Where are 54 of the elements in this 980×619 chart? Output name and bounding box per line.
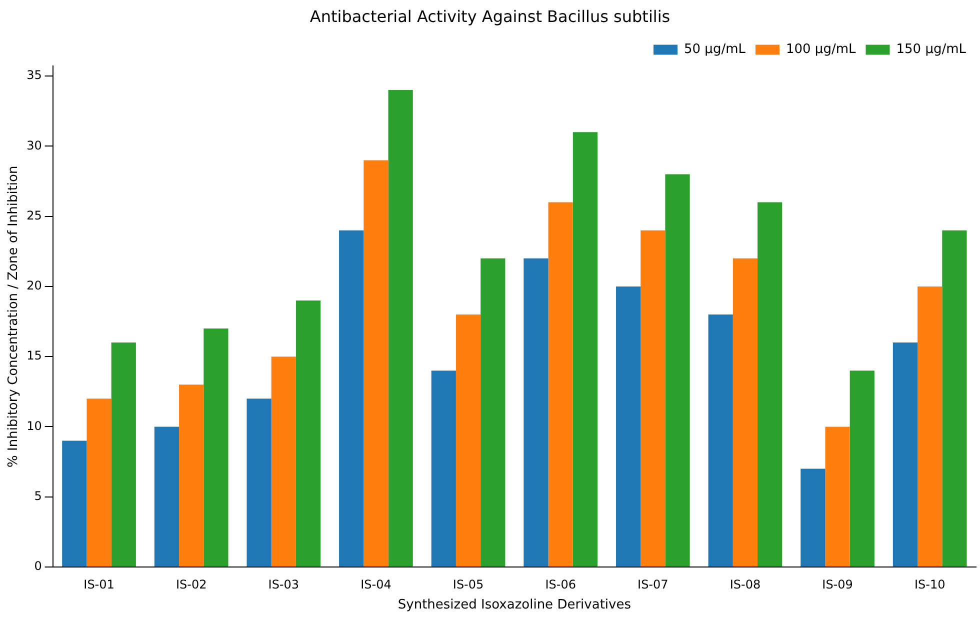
bar bbox=[86, 398, 112, 566]
bar bbox=[758, 202, 782, 566]
bar bbox=[616, 286, 641, 566]
bar bbox=[62, 440, 87, 566]
y-tick-label: 5 bbox=[34, 488, 42, 503]
x-tick-label: IS-09 bbox=[822, 577, 853, 592]
x-tick-label: IS-01 bbox=[84, 577, 114, 592]
bar bbox=[111, 342, 136, 566]
bar bbox=[271, 356, 296, 566]
y-axis-title: % Inhibitory Concentration / Zone of Inhibition bbox=[6, 166, 22, 468]
chart-title: Antibacterial Activity Against Bacillus subtilis bbox=[310, 6, 670, 26]
x-tick-label: IS-08 bbox=[730, 577, 761, 592]
y-tick-label: 15 bbox=[26, 348, 42, 363]
legend-label: 100 µg/mL bbox=[786, 42, 857, 58]
bar bbox=[431, 370, 456, 566]
bar bbox=[480, 258, 506, 566]
y-tick-label: 25 bbox=[26, 208, 42, 222]
bar bbox=[640, 230, 666, 566]
bar bbox=[942, 230, 967, 566]
bar bbox=[892, 342, 918, 566]
bar bbox=[388, 90, 413, 566]
bar bbox=[708, 314, 733, 566]
bar bbox=[456, 314, 481, 566]
bar bbox=[339, 230, 364, 566]
x-tick-label: IS-04 bbox=[360, 577, 392, 592]
bar bbox=[296, 300, 321, 566]
bar bbox=[246, 398, 272, 566]
legend-label: 150 µg/mL bbox=[896, 42, 967, 58]
x-tick-label: IS-07 bbox=[638, 577, 668, 592]
bar bbox=[364, 160, 388, 566]
x-tick-label: IS-05 bbox=[452, 577, 484, 592]
bar bbox=[548, 202, 573, 566]
bar bbox=[179, 384, 204, 566]
bar bbox=[800, 468, 826, 566]
legend-label: 50 µg/mL bbox=[684, 42, 746, 58]
x-tick-label: IS-03 bbox=[268, 577, 300, 592]
y-tick-label: 35 bbox=[26, 68, 42, 82]
bar bbox=[732, 258, 758, 566]
x-tick-label: IS-10 bbox=[914, 577, 946, 592]
bar bbox=[918, 286, 942, 566]
bar bbox=[825, 426, 850, 566]
y-tick-label: 10 bbox=[26, 418, 42, 433]
x-tick-label: IS-06 bbox=[545, 577, 576, 592]
bar bbox=[665, 174, 690, 566]
x-tick-label: IS-02 bbox=[176, 577, 207, 592]
y-tick-label: 0 bbox=[34, 559, 42, 574]
bar bbox=[850, 370, 874, 566]
y-tick-label: 30 bbox=[26, 138, 42, 152]
x-axis-title: Synthesized Isoxazoline Derivatives bbox=[398, 598, 632, 613]
y-tick-label: 20 bbox=[26, 278, 42, 293]
bar bbox=[572, 132, 598, 566]
bar bbox=[204, 328, 228, 566]
bar bbox=[524, 258, 548, 566]
bar bbox=[154, 426, 180, 566]
